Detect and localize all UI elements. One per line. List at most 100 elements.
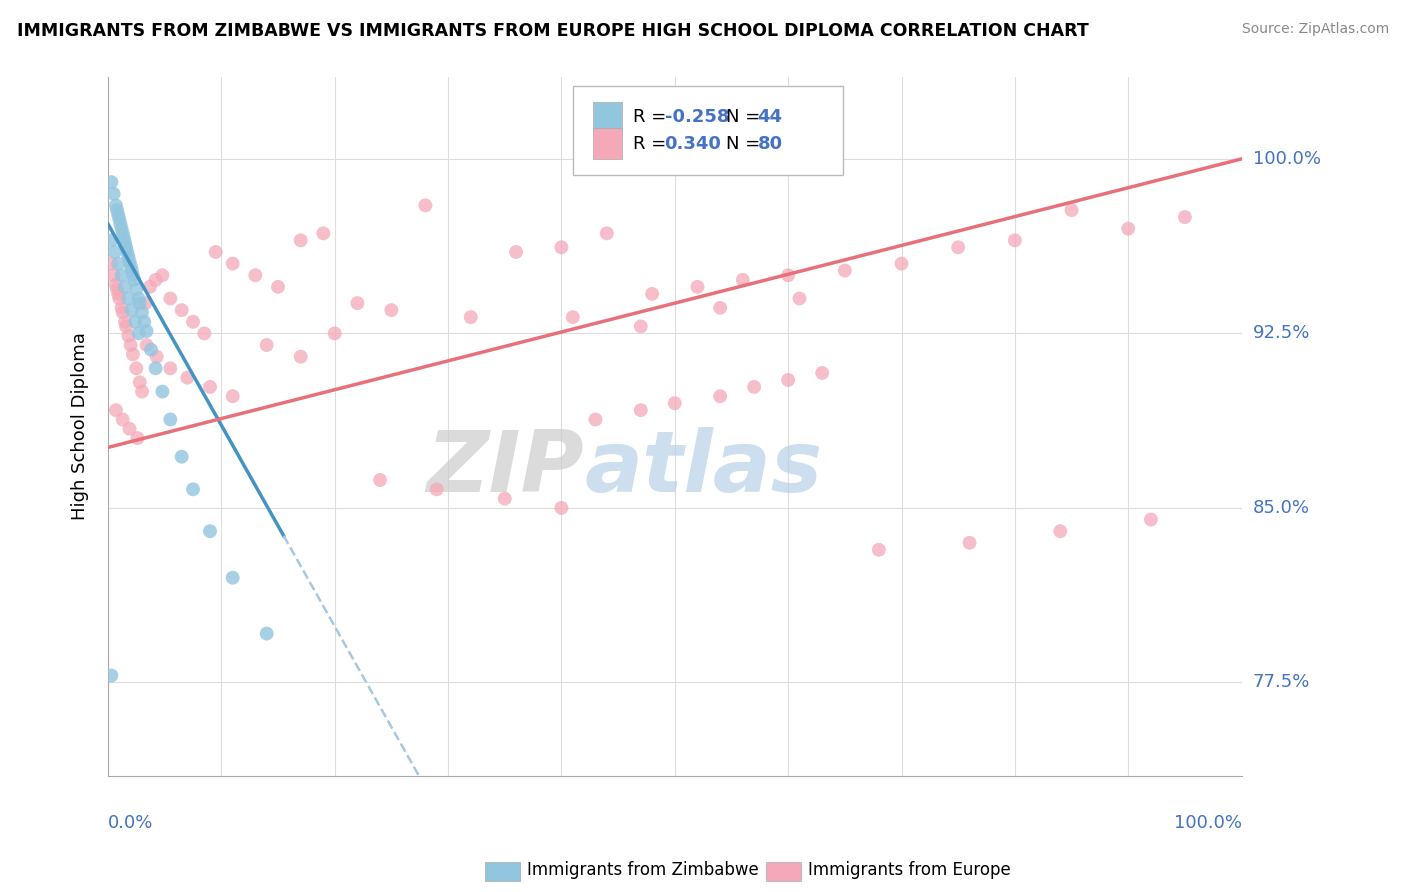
Point [596, 227, 619, 241]
Point [204, 244, 226, 259]
Point [117, 244, 139, 259]
Point [630, 403, 652, 417]
Point [583, 412, 606, 426]
Point [221, 389, 243, 403]
Point [290, 350, 312, 364]
Text: Immigrants from Zimbabwe: Immigrants from Zimbabwe [527, 861, 759, 879]
Point [134, 315, 156, 329]
Point [267, 280, 290, 294]
Point [100, 257, 122, 271]
Text: N =: N = [725, 135, 766, 153]
Point [108, 212, 131, 227]
Point [159, 292, 181, 306]
Point [104, 198, 127, 212]
Text: 92.5%: 92.5% [1253, 325, 1310, 343]
Point [630, 319, 652, 334]
Text: 100.0%: 100.0% [1174, 814, 1241, 832]
Point [811, 366, 834, 380]
Point [641, 286, 664, 301]
Point [152, 384, 174, 399]
Point [117, 250, 139, 264]
Text: 100.0%: 100.0% [1253, 150, 1320, 168]
Point [111, 305, 134, 319]
Point [135, 338, 157, 352]
Point [550, 500, 572, 515]
Text: R =: R = [633, 108, 672, 127]
Point [128, 376, 150, 390]
Point [505, 244, 527, 259]
Point [139, 280, 162, 294]
Point [198, 524, 221, 539]
Point [105, 282, 128, 296]
Text: Source: ZipAtlas.com: Source: ZipAtlas.com [1241, 22, 1389, 37]
Point [1004, 233, 1026, 247]
Point [561, 310, 583, 325]
Point [118, 422, 141, 436]
Point [664, 396, 686, 410]
Point [948, 240, 970, 254]
Point [145, 361, 167, 376]
Point [256, 338, 278, 352]
Point [104, 244, 127, 259]
Point [125, 361, 148, 376]
Point [494, 491, 516, 506]
Point [107, 257, 129, 271]
Point [104, 277, 127, 292]
Point [1060, 203, 1083, 218]
Point [245, 268, 267, 283]
Point [709, 301, 731, 315]
Point [426, 483, 449, 497]
Point [1174, 210, 1197, 224]
Point [170, 450, 193, 464]
FancyBboxPatch shape [593, 128, 621, 159]
Point [312, 227, 335, 241]
FancyBboxPatch shape [593, 102, 621, 133]
Text: 80: 80 [758, 135, 783, 153]
Point [110, 217, 132, 231]
Point [125, 282, 148, 296]
Point [111, 227, 134, 241]
Point [108, 292, 131, 306]
Point [198, 380, 221, 394]
Point [121, 263, 143, 277]
Point [789, 292, 811, 306]
FancyBboxPatch shape [572, 86, 842, 175]
Point [1049, 524, 1071, 539]
Point [103, 186, 125, 201]
Point [159, 412, 181, 426]
Point [731, 273, 754, 287]
Point [135, 324, 157, 338]
Point [103, 268, 125, 283]
Point [121, 303, 143, 318]
Text: 77.5%: 77.5% [1253, 673, 1310, 691]
Point [290, 233, 312, 247]
Point [709, 389, 731, 403]
Text: 85.0%: 85.0% [1253, 499, 1310, 517]
Point [127, 431, 149, 445]
Point [221, 571, 243, 585]
Point [114, 235, 136, 250]
Point [115, 240, 138, 254]
Point [134, 296, 156, 310]
Point [890, 257, 912, 271]
Point [117, 328, 139, 343]
Point [110, 301, 132, 315]
Y-axis label: High School Diploma: High School Diploma [72, 333, 89, 520]
Text: Immigrants from Europe: Immigrants from Europe [808, 861, 1011, 879]
Point [742, 380, 765, 394]
Point [115, 319, 138, 334]
Point [145, 273, 167, 287]
Point [100, 668, 122, 682]
Text: N =: N = [725, 108, 766, 127]
Point [114, 280, 136, 294]
Point [834, 263, 856, 277]
Point [170, 303, 193, 318]
Point [105, 203, 128, 218]
Text: 0.0%: 0.0% [108, 814, 153, 832]
Point [460, 310, 482, 325]
Point [122, 268, 145, 283]
Point [686, 280, 709, 294]
Point [323, 326, 346, 341]
Text: R =: R = [633, 135, 672, 153]
Point [415, 198, 437, 212]
